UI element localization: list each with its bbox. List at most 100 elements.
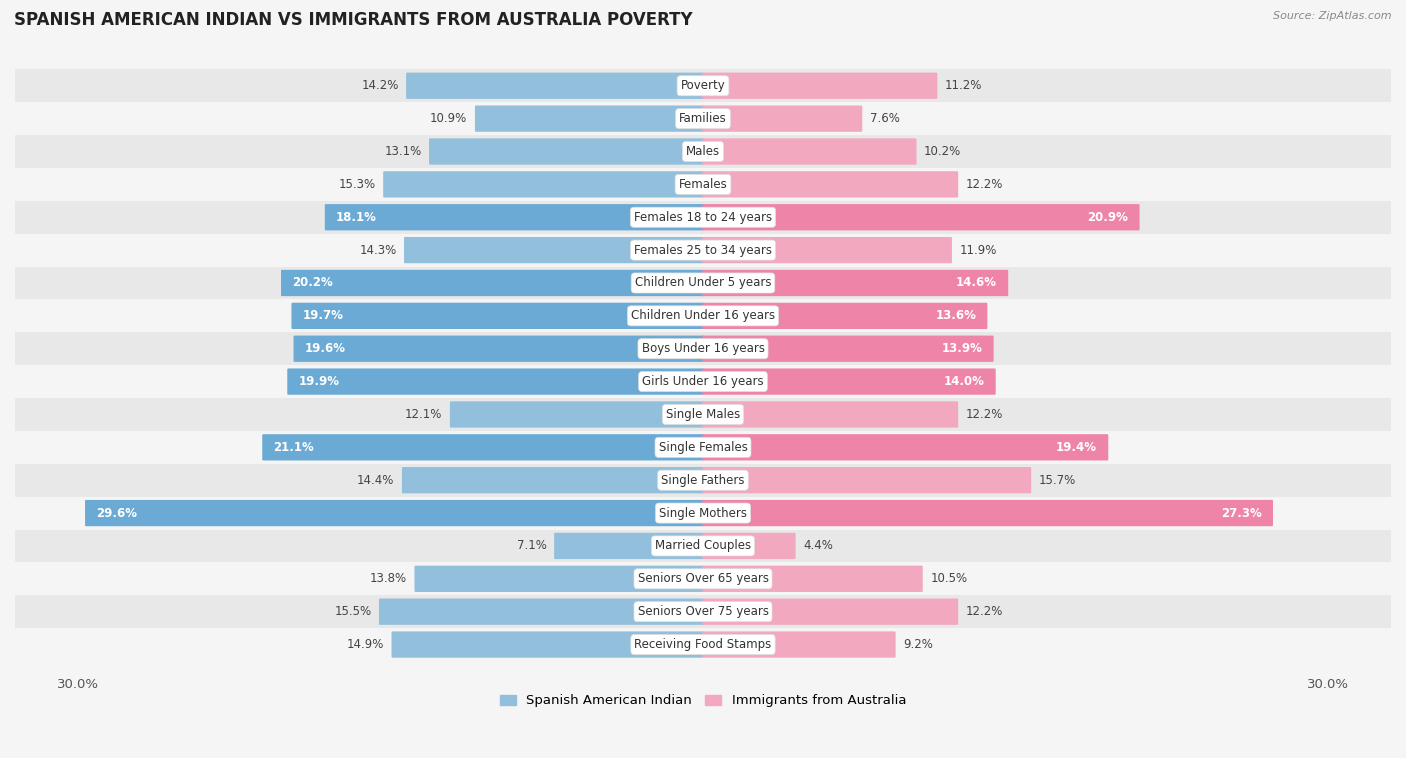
Text: 27.3%: 27.3% xyxy=(1220,506,1261,519)
FancyBboxPatch shape xyxy=(263,434,704,460)
FancyBboxPatch shape xyxy=(702,368,995,395)
Text: 11.2%: 11.2% xyxy=(945,80,983,92)
FancyBboxPatch shape xyxy=(15,69,1391,102)
FancyBboxPatch shape xyxy=(554,533,704,559)
Text: 11.9%: 11.9% xyxy=(959,243,997,257)
FancyBboxPatch shape xyxy=(15,332,1391,365)
FancyBboxPatch shape xyxy=(415,565,704,592)
FancyBboxPatch shape xyxy=(702,631,896,658)
FancyBboxPatch shape xyxy=(702,105,862,132)
FancyBboxPatch shape xyxy=(450,401,704,428)
Text: 14.9%: 14.9% xyxy=(347,638,384,651)
FancyBboxPatch shape xyxy=(15,595,1391,628)
Text: Girls Under 16 years: Girls Under 16 years xyxy=(643,375,763,388)
Text: SPANISH AMERICAN INDIAN VS IMMIGRANTS FROM AUSTRALIA POVERTY: SPANISH AMERICAN INDIAN VS IMMIGRANTS FR… xyxy=(14,11,693,30)
Text: Single Males: Single Males xyxy=(666,408,740,421)
Text: 14.3%: 14.3% xyxy=(360,243,396,257)
FancyBboxPatch shape xyxy=(281,270,704,296)
FancyBboxPatch shape xyxy=(291,302,704,329)
FancyBboxPatch shape xyxy=(15,464,1391,496)
FancyBboxPatch shape xyxy=(15,267,1391,299)
Text: 4.4%: 4.4% xyxy=(803,540,832,553)
Text: 14.6%: 14.6% xyxy=(956,277,997,290)
FancyBboxPatch shape xyxy=(404,237,704,263)
FancyBboxPatch shape xyxy=(702,467,1031,493)
Text: 13.6%: 13.6% xyxy=(935,309,976,322)
Text: Single Females: Single Females xyxy=(658,441,748,454)
Text: Families: Families xyxy=(679,112,727,125)
FancyBboxPatch shape xyxy=(384,171,704,198)
Text: 12.2%: 12.2% xyxy=(966,605,1002,619)
Text: Receiving Food Stamps: Receiving Food Stamps xyxy=(634,638,772,651)
Text: 13.8%: 13.8% xyxy=(370,572,406,585)
Text: 15.7%: 15.7% xyxy=(1039,474,1076,487)
FancyBboxPatch shape xyxy=(702,533,796,559)
Text: Children Under 5 years: Children Under 5 years xyxy=(634,277,772,290)
FancyBboxPatch shape xyxy=(702,73,938,99)
Text: Poverty: Poverty xyxy=(681,80,725,92)
Text: 13.9%: 13.9% xyxy=(942,342,983,356)
FancyBboxPatch shape xyxy=(702,401,957,428)
Text: Children Under 16 years: Children Under 16 years xyxy=(631,309,775,322)
Text: 15.3%: 15.3% xyxy=(339,178,375,191)
Text: 14.2%: 14.2% xyxy=(361,80,399,92)
FancyBboxPatch shape xyxy=(294,336,704,362)
Text: Boys Under 16 years: Boys Under 16 years xyxy=(641,342,765,356)
FancyBboxPatch shape xyxy=(15,102,1391,135)
FancyBboxPatch shape xyxy=(702,204,1140,230)
FancyBboxPatch shape xyxy=(429,139,704,164)
Text: 7.1%: 7.1% xyxy=(517,540,547,553)
FancyBboxPatch shape xyxy=(15,562,1391,595)
Text: 10.5%: 10.5% xyxy=(931,572,967,585)
FancyBboxPatch shape xyxy=(15,431,1391,464)
Text: 14.0%: 14.0% xyxy=(943,375,984,388)
Text: 21.1%: 21.1% xyxy=(274,441,315,454)
Text: Single Fathers: Single Fathers xyxy=(661,474,745,487)
Text: Single Mothers: Single Mothers xyxy=(659,506,747,519)
Text: Females: Females xyxy=(679,178,727,191)
Text: 9.2%: 9.2% xyxy=(903,638,934,651)
Text: 19.6%: 19.6% xyxy=(305,342,346,356)
Text: Males: Males xyxy=(686,145,720,158)
FancyBboxPatch shape xyxy=(15,299,1391,332)
FancyBboxPatch shape xyxy=(402,467,704,493)
Text: Females 25 to 34 years: Females 25 to 34 years xyxy=(634,243,772,257)
Text: Seniors Over 75 years: Seniors Over 75 years xyxy=(637,605,769,619)
Text: 19.4%: 19.4% xyxy=(1056,441,1097,454)
Text: 14.4%: 14.4% xyxy=(357,474,395,487)
FancyBboxPatch shape xyxy=(15,530,1391,562)
Text: 15.5%: 15.5% xyxy=(335,605,371,619)
FancyBboxPatch shape xyxy=(702,237,952,263)
Text: 19.7%: 19.7% xyxy=(302,309,343,322)
Text: 13.1%: 13.1% xyxy=(384,145,422,158)
FancyBboxPatch shape xyxy=(15,398,1391,431)
Text: 10.9%: 10.9% xyxy=(430,112,467,125)
FancyBboxPatch shape xyxy=(380,599,704,625)
Text: 20.9%: 20.9% xyxy=(1087,211,1128,224)
Text: 12.2%: 12.2% xyxy=(966,408,1002,421)
Legend: Spanish American Indian, Immigrants from Australia: Spanish American Indian, Immigrants from… xyxy=(501,694,905,707)
Text: 19.9%: 19.9% xyxy=(298,375,339,388)
FancyBboxPatch shape xyxy=(406,73,704,99)
FancyBboxPatch shape xyxy=(702,171,957,198)
FancyBboxPatch shape xyxy=(702,565,922,592)
FancyBboxPatch shape xyxy=(15,365,1391,398)
FancyBboxPatch shape xyxy=(702,139,917,164)
FancyBboxPatch shape xyxy=(287,368,704,395)
FancyBboxPatch shape xyxy=(702,434,1108,460)
FancyBboxPatch shape xyxy=(325,204,704,230)
FancyBboxPatch shape xyxy=(15,201,1391,233)
FancyBboxPatch shape xyxy=(15,168,1391,201)
FancyBboxPatch shape xyxy=(475,105,704,132)
FancyBboxPatch shape xyxy=(15,135,1391,168)
FancyBboxPatch shape xyxy=(702,302,987,329)
FancyBboxPatch shape xyxy=(15,496,1391,530)
Text: 10.2%: 10.2% xyxy=(924,145,962,158)
FancyBboxPatch shape xyxy=(702,270,1008,296)
FancyBboxPatch shape xyxy=(15,628,1391,661)
Text: Seniors Over 65 years: Seniors Over 65 years xyxy=(637,572,769,585)
Text: 20.2%: 20.2% xyxy=(292,277,333,290)
FancyBboxPatch shape xyxy=(391,631,704,658)
Text: 12.2%: 12.2% xyxy=(966,178,1002,191)
FancyBboxPatch shape xyxy=(15,233,1391,267)
